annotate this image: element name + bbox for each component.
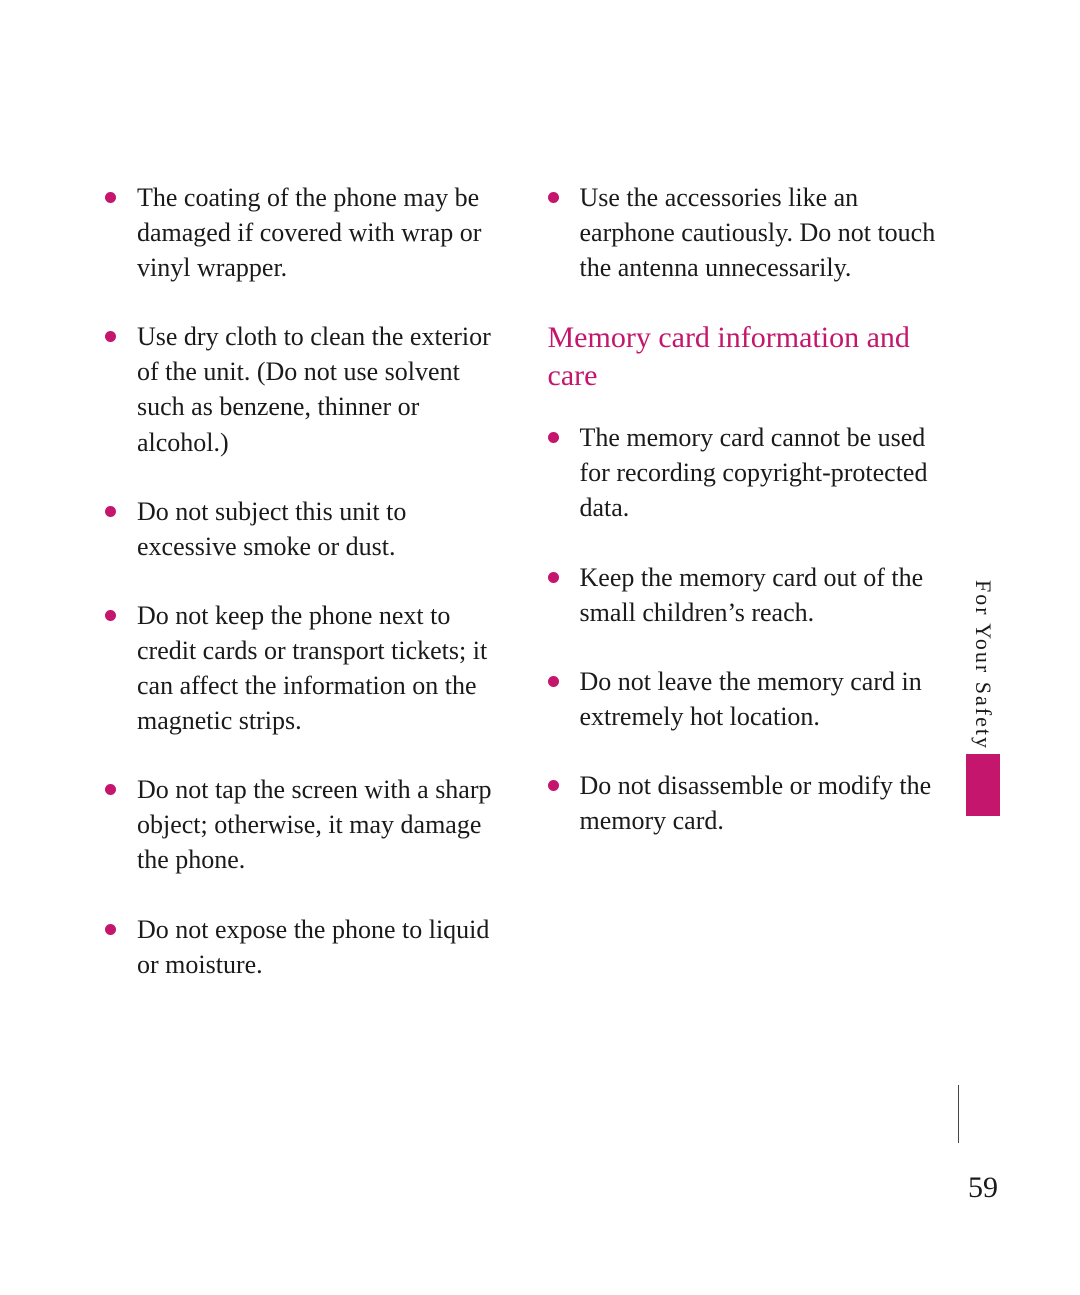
side-tab-bar <box>966 754 1000 816</box>
list-item: Do not subject this unit to excessive sm… <box>105 494 498 564</box>
section-side-tab: For Your Safety <box>966 580 1000 816</box>
two-column-layout: The coating of the phone may be damaged … <box>105 180 940 1016</box>
list-item: Do not keep the phone next to credit car… <box>105 598 498 738</box>
page-number-divider <box>958 1085 959 1143</box>
section-heading-memory-card: Memory card information and care <box>548 319 941 394</box>
list-item: Use the accessories like an earphone cau… <box>548 180 941 285</box>
left-bullet-list: The coating of the phone may be damaged … <box>105 180 498 982</box>
manual-page: The coating of the phone may be damaged … <box>0 0 1080 1295</box>
list-item: Use dry cloth to clean the exterior of t… <box>105 319 498 459</box>
memory-card-bullet-list: The memory card cannot be used for recor… <box>548 420 941 838</box>
side-tab-label: For Your Safety <box>970 580 996 750</box>
left-column: The coating of the phone may be damaged … <box>105 180 498 1016</box>
list-item: Do not leave the memory card in extremel… <box>548 664 941 734</box>
list-item: Keep the memory card out of the small ch… <box>548 560 941 630</box>
list-item: The coating of the phone may be damaged … <box>105 180 498 285</box>
list-item: Do not disassemble or modify the memory … <box>548 768 941 838</box>
right-top-bullet-list: Use the accessories like an earphone cau… <box>548 180 941 285</box>
page-number: 59 <box>968 1171 998 1205</box>
list-item: Do not tap the screen with a sharp objec… <box>105 772 498 877</box>
right-column: Use the accessories like an earphone cau… <box>548 180 941 1016</box>
list-item: The memory card cannot be used for recor… <box>548 420 941 525</box>
list-item: Do not expose the phone to liquid or moi… <box>105 912 498 982</box>
